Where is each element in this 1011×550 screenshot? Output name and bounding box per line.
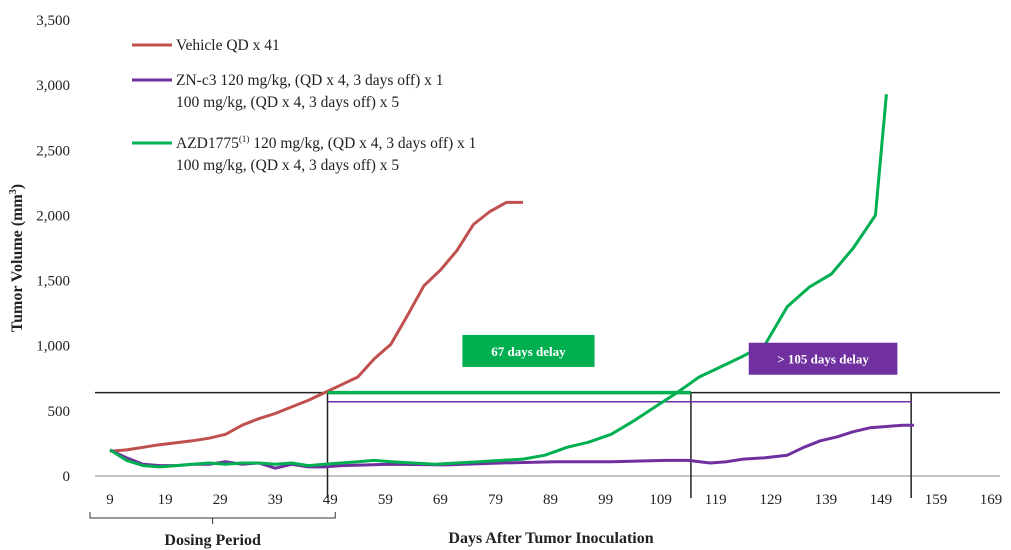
delay-label: 67 days delay bbox=[491, 344, 566, 359]
x-tick-label: 79 bbox=[488, 492, 503, 508]
y-axis-title-main: Tumor Volume (mm bbox=[9, 194, 26, 332]
x-tick-label: 139 bbox=[815, 492, 838, 508]
reference-lines bbox=[95, 391, 1000, 498]
y-tick-labels: 0 500 1,000 1,500 2,000 2,500 3,000 3,500 bbox=[36, 13, 70, 485]
legend-azd-superscript: (1) bbox=[239, 134, 250, 144]
x-tick-label: 89 bbox=[543, 492, 558, 508]
dosing-period-label: Dosing Period bbox=[164, 532, 261, 549]
y-tick-label: 2,500 bbox=[36, 143, 70, 159]
y-tick-label: 0 bbox=[63, 469, 71, 485]
legend-label-azd1775-line2: 100 mg/kg, (QD x 4, 3 days off) x 5 bbox=[176, 157, 399, 174]
x-tick-label: 119 bbox=[705, 492, 727, 508]
x-tick-label: 159 bbox=[925, 492, 948, 508]
x-tick-label: 59 bbox=[378, 492, 393, 508]
y-axis-title: Tumor Volume (mm3) bbox=[8, 184, 26, 332]
legend-label-azd1775-line1: AZD1775(1) 120 mg/kg, (QD x 4, 3 days of… bbox=[176, 134, 476, 152]
series-line-vehicle bbox=[109, 200, 523, 453]
x-tick-label: 39 bbox=[268, 492, 283, 508]
dosing-period-bracket bbox=[89, 512, 336, 524]
x-tick-label: 49 bbox=[323, 492, 338, 508]
x-tick-label: 19 bbox=[158, 492, 173, 508]
y-tick-label: 1,000 bbox=[36, 339, 70, 355]
x-tick-label: 99 bbox=[598, 492, 613, 508]
legend: Vehicle QD x 41 ZN-c3 120 mg/kg, (QD x 4… bbox=[132, 37, 476, 174]
delay-box bbox=[748, 342, 898, 375]
delay-label: > 105 days delay bbox=[777, 352, 869, 367]
x-tick-labels: 9 19 29 39 49 59 69 79 89 99 109 119 129 139 149 159 169 bbox=[106, 492, 1002, 508]
legend-label-vehicle: Vehicle QD x 41 bbox=[176, 37, 280, 54]
x-tick-label: 129 bbox=[760, 492, 783, 508]
y-axis-title-end: ) bbox=[9, 184, 26, 189]
legend-azd-name: AZD1775 bbox=[176, 135, 239, 152]
legend-label-znc3-line2: 100 mg/kg, (QD x 4, 3 days off) x 5 bbox=[176, 94, 399, 111]
delay-box bbox=[462, 334, 595, 367]
x-tick-label: 109 bbox=[649, 492, 672, 508]
y-tick-label: 3,000 bbox=[36, 78, 70, 94]
x-tick-label: 29 bbox=[213, 492, 228, 508]
legend-label-znc3-line1: ZN-c3 120 mg/kg, (QD x 4, 3 days off) x … bbox=[176, 72, 443, 89]
y-tick-label: 3,500 bbox=[36, 13, 70, 29]
delay-boxes: 67 days delay > 105 days delay bbox=[462, 334, 898, 375]
legend-azd-dose: 120 mg/kg, (QD x 4, 3 days off) x 1 bbox=[249, 135, 476, 152]
x-tick-label: 69 bbox=[433, 492, 448, 508]
y-tick-label: 2,000 bbox=[36, 208, 70, 224]
y-tick-label: 500 bbox=[48, 404, 71, 420]
y-tick-label: 1,500 bbox=[36, 274, 70, 290]
x-tick-label: 9 bbox=[106, 492, 114, 508]
y-axis-title-sup: 3 bbox=[8, 189, 19, 194]
x-tick-label: 169 bbox=[980, 492, 1003, 508]
x-tick-label: 149 bbox=[870, 492, 893, 508]
x-axis-title: Days After Tumor Inoculation bbox=[448, 530, 653, 547]
